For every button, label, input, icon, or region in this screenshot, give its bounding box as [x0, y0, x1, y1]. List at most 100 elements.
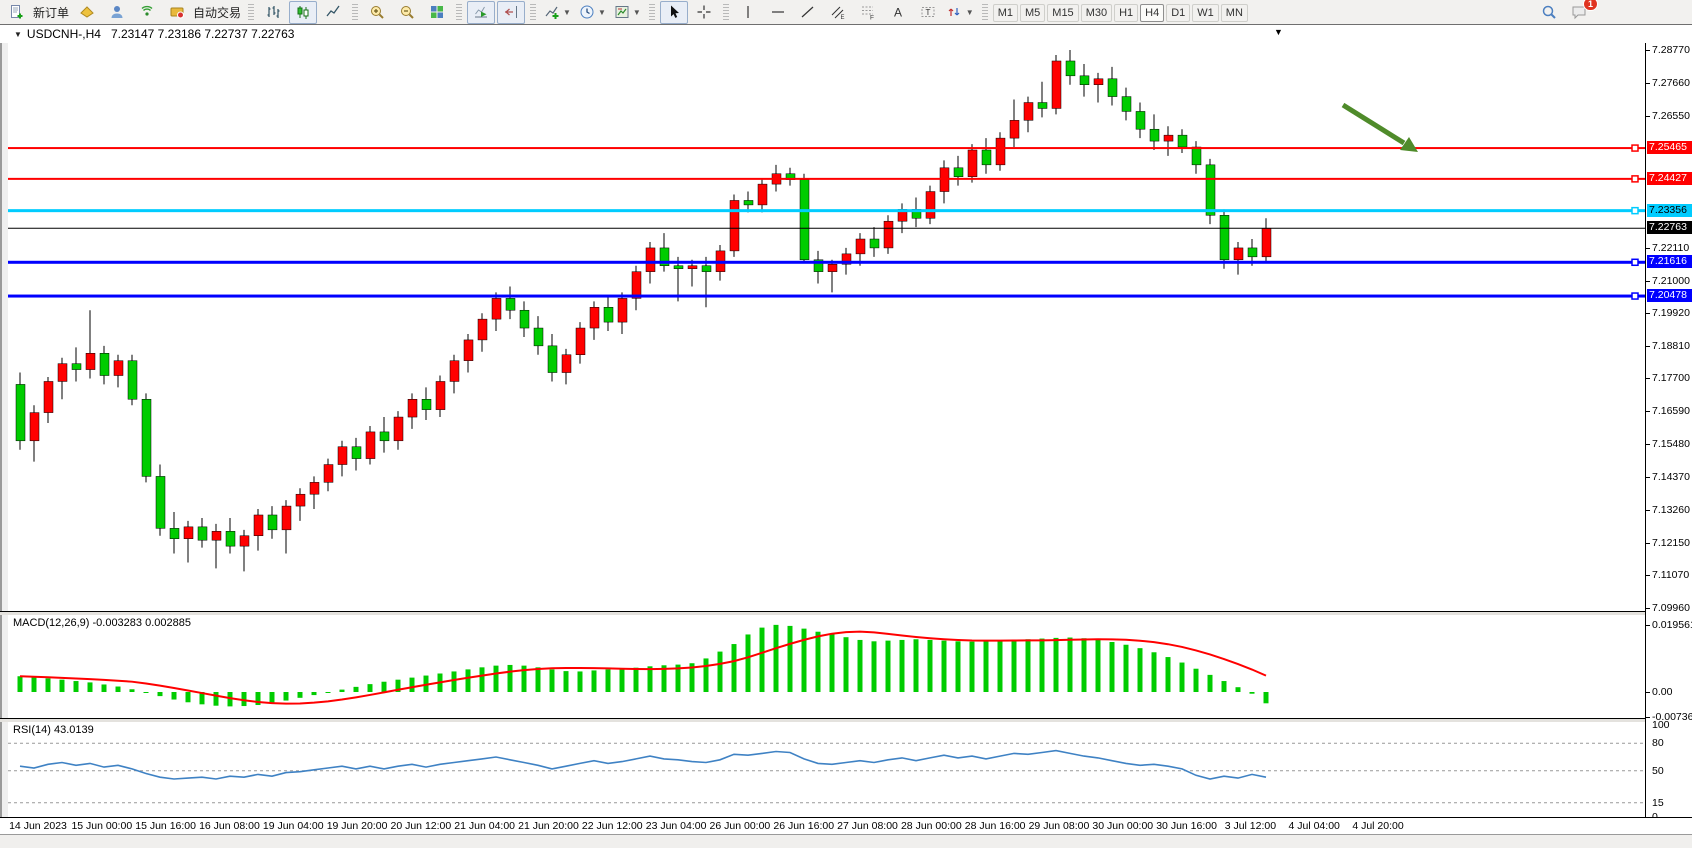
macd-histogram [17, 624, 1269, 707]
notification-badge: 1 [1582, 0, 1598, 11]
candles-group [15, 50, 1272, 572]
auto-trading-label[interactable]: 自动交易 [193, 5, 242, 20]
toolbar-grip[interactable] [248, 3, 255, 21]
timeframe-m5[interactable]: M5 [1020, 4, 1046, 22]
auto-scroll-button[interactable] [467, 0, 496, 24]
line-chart-button[interactable] [319, 1, 347, 24]
symbol-dropdown-icon[interactable]: ▼ [14, 29, 22, 39]
price-tick-mark [1646, 477, 1650, 479]
chevron-down-icon: ▼ [563, 7, 571, 17]
chart-symbol-period: USDCNH-,H4 [26, 27, 101, 41]
price-tick-mark [1646, 378, 1650, 380]
time-axis-label: 19 Jun 20:00 [326, 820, 388, 832]
zoom-in-button[interactable] [363, 1, 391, 24]
price-tick-label: 7.09960 [1652, 602, 1690, 615]
candlestick-chart[interactable] [8, 43, 1645, 611]
macd-pane[interactable]: MACD(12,26,9) -0.003283 0.002885 [8, 615, 1645, 718]
timeframe-m30[interactable]: M30 [1080, 4, 1113, 22]
market-depth-button[interactable] [73, 1, 101, 24]
fibonacci-icon: F [861, 6, 874, 20]
macd-tick-mark [1646, 625, 1650, 626]
new-order-label[interactable]: 新订单 [33, 5, 70, 20]
rsi-name: RSI(14) [13, 724, 51, 736]
macd-signal-line [19, 630, 1267, 705]
pane-separator[interactable] [0, 718, 1692, 719]
candlestick-chart-button[interactable] [289, 0, 318, 24]
price-tick-mark [1646, 411, 1650, 413]
text-label-button[interactable]: T [914, 1, 942, 24]
rsi-chart[interactable] [8, 722, 1645, 817]
toolbar-grip[interactable] [352, 3, 359, 21]
time-axis-label: 27 Jun 08:00 [837, 820, 898, 832]
toolbar-grip[interactable] [456, 3, 463, 21]
vertical-line-button[interactable] [734, 1, 762, 24]
crosshair-button[interactable] [690, 1, 718, 24]
periods-button[interactable]: ▼ [576, 1, 609, 24]
chart-shift-marker[interactable]: ▼ [1274, 27, 1283, 37]
pane-separator[interactable] [0, 817, 1692, 818]
toolbar-grip[interactable] [648, 3, 655, 21]
time-axis-label: 30 Jun 00:00 [1092, 820, 1154, 832]
zoom-out-button[interactable] [393, 1, 421, 24]
new-order-button[interactable] [3, 1, 31, 24]
arrows-button[interactable]: ▼ [944, 1, 977, 24]
chevron-down-icon: ▼ [965, 7, 974, 17]
indicators-button[interactable]: ▼ [541, 1, 574, 24]
templates-button[interactable]: ▼ [611, 1, 644, 24]
price-axis[interactable]: 7.28770 7.27660 7.26550 7.22110 7.21000 7.199… [1645, 43, 1692, 823]
timeframe-d1[interactable]: D1 [1166, 4, 1191, 22]
macd-chart[interactable] [8, 615, 1645, 718]
timeframe-h1[interactable]: H1 [1114, 4, 1139, 22]
timeframe-w1[interactable]: W1 [1192, 4, 1219, 22]
pane-separator-band[interactable] [0, 612, 1692, 615]
auto-trading-button[interactable] [163, 1, 191, 24]
price-tick-label: 7.28770 [1652, 44, 1690, 56]
pane-separator[interactable] [0, 611, 1692, 612]
timeframe-mn[interactable]: MN [1220, 4, 1248, 22]
vertical-line-icon [747, 6, 749, 18]
price-tick-mark [1646, 115, 1650, 117]
time-axis-label: 16 Jun 08:00 [199, 820, 260, 832]
toolbar-grip[interactable] [722, 3, 729, 21]
timeframe-h4[interactable]: H4 [1140, 4, 1165, 22]
time-axis-label: 19 Jun 04:00 [262, 820, 324, 832]
text-button[interactable]: A [884, 1, 912, 24]
timeframe-m1[interactable]: M1 [992, 4, 1018, 22]
trendline-button[interactable] [794, 1, 822, 24]
trendline-icon [801, 6, 814, 18]
time-axis-label: 29 Jun 08:00 [1028, 820, 1090, 832]
price-tick-label: 7.19920 [1652, 306, 1690, 319]
rsi-pane[interactable]: RSI(14) 43.0139 [8, 722, 1645, 817]
toolbar-grip[interactable] [981, 3, 988, 21]
search-button[interactable] [1535, 1, 1563, 24]
equidistant-channel-button[interactable]: E [824, 1, 852, 24]
bar-chart-button[interactable] [259, 1, 287, 24]
timeframe-group: M1 M5 M15 M30 H1 H4 D1 W1 MN [992, 3, 1249, 22]
auto-trading-icon [170, 7, 185, 19]
chart-shift-button[interactable] [497, 0, 526, 24]
signals-button[interactable] [133, 1, 161, 24]
publish-button[interactable] [103, 1, 131, 24]
timeframe-m15[interactable]: M15 [1047, 4, 1079, 22]
cursor-button[interactable] [659, 0, 688, 24]
price-tick-label: 7.14370 [1652, 471, 1690, 484]
fibonacci-button[interactable]: F [854, 1, 882, 24]
rsi-axis-label: 50 [1652, 764, 1664, 777]
cursor-icon [670, 5, 679, 18]
svg-text:T: T [925, 8, 930, 17]
tile-windows-button[interactable] [423, 1, 451, 24]
price-tick-label: 7.18810 [1652, 339, 1690, 352]
svg-text:A: A [894, 6, 902, 20]
price-tick-mark [1646, 345, 1650, 347]
pane-separator-band[interactable] [0, 719, 1692, 722]
price-chart-pane[interactable] [8, 43, 1645, 611]
horizontal-line-button[interactable] [764, 1, 792, 24]
rsi-line [19, 749, 1267, 780]
time-axis[interactable]: 14 Jun 2023 15 Jun 00:00 15 Jun 16:00 16 Ju… [0, 818, 1692, 834]
toolbar-grip[interactable] [530, 3, 537, 21]
line-chart-icon [326, 5, 340, 17]
level-price-badge: 7.20478 [1647, 289, 1692, 303]
time-axis-label: 3 Jul 12:00 [1224, 820, 1277, 832]
notifications-button[interactable]: 1 [1565, 0, 1598, 24]
